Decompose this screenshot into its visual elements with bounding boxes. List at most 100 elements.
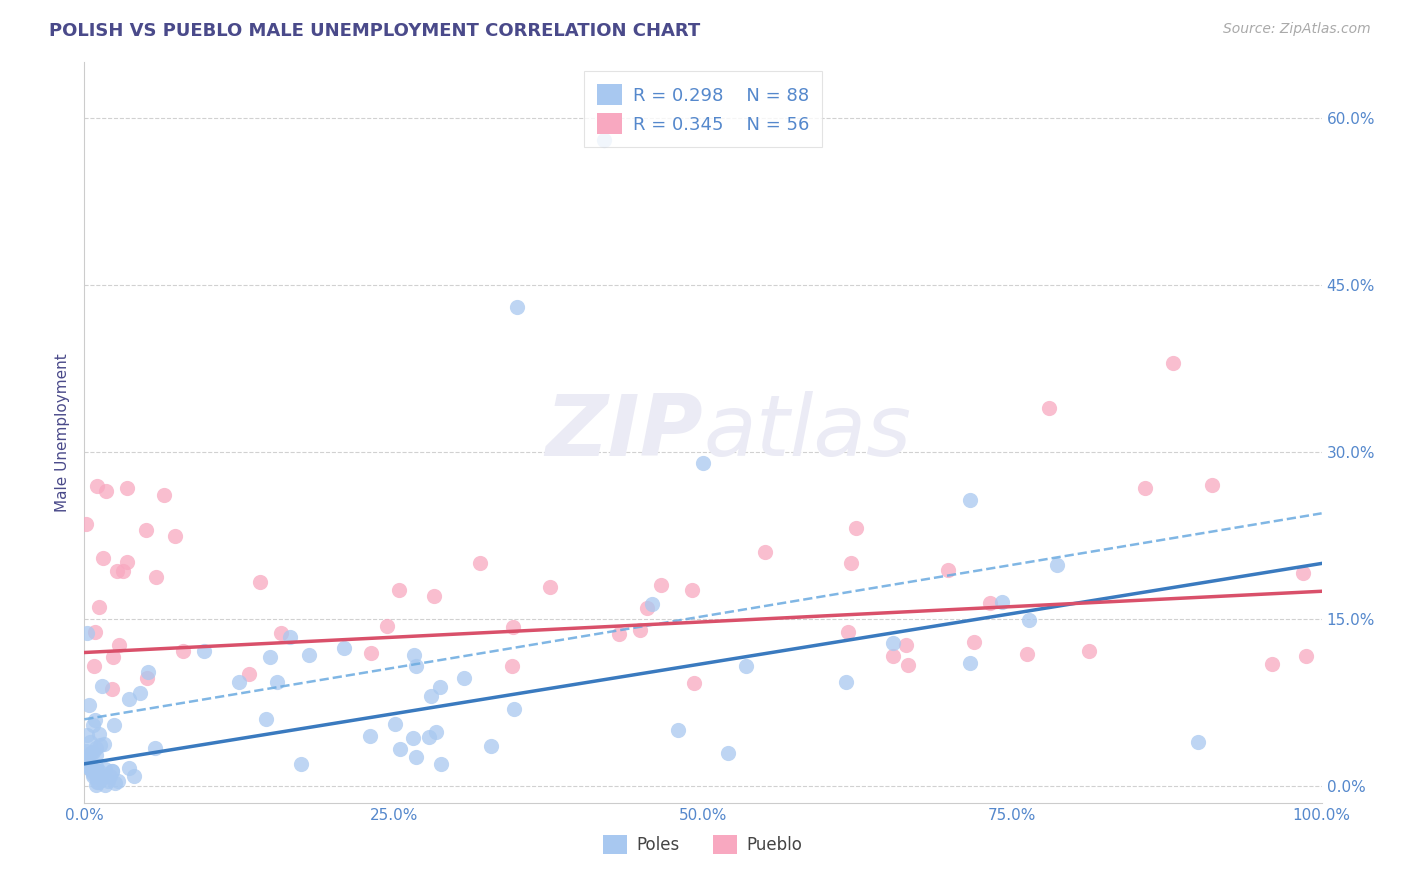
Point	[897, 658, 920, 673]
Point	[238, 667, 260, 681]
Point	[86, 768, 108, 782]
Point	[666, 723, 689, 738]
Point	[75, 758, 97, 772]
Point	[84, 747, 107, 762]
Point	[841, 557, 863, 571]
Point	[717, 746, 740, 760]
Point	[135, 523, 157, 537]
Point	[89, 738, 111, 752]
Point	[111, 564, 134, 578]
Point	[1161, 356, 1184, 370]
Point	[835, 675, 858, 690]
Point	[837, 624, 859, 639]
Point	[1261, 657, 1284, 672]
Point	[384, 717, 406, 731]
Point	[87, 726, 110, 740]
Point	[82, 745, 104, 759]
Point	[628, 623, 651, 637]
Point	[80, 763, 103, 777]
Point	[118, 761, 141, 775]
Point	[429, 681, 451, 695]
Point	[82, 762, 104, 776]
Point	[894, 638, 917, 652]
Point	[82, 767, 104, 781]
Point	[101, 681, 124, 696]
Point	[143, 741, 166, 756]
Point	[100, 764, 122, 779]
Point	[754, 545, 776, 559]
Point	[388, 583, 411, 598]
Point	[405, 659, 427, 673]
Point	[735, 658, 758, 673]
Point	[266, 675, 288, 690]
Point	[259, 649, 281, 664]
Point	[418, 730, 440, 744]
Point	[1201, 477, 1223, 491]
Point	[136, 665, 159, 679]
Point	[83, 624, 105, 639]
Point	[682, 676, 704, 690]
Point	[538, 580, 561, 594]
Point	[502, 701, 524, 715]
Text: atlas: atlas	[703, 391, 911, 475]
Point	[97, 773, 120, 788]
Point	[94, 778, 117, 792]
Y-axis label: Male Unemployment: Male Unemployment	[55, 353, 70, 512]
Point	[87, 775, 110, 789]
Point	[228, 675, 250, 690]
Point	[607, 627, 630, 641]
Point	[1018, 613, 1040, 627]
Point	[681, 582, 703, 597]
Point	[501, 658, 523, 673]
Legend: Poles, Pueblo: Poles, Pueblo	[596, 829, 810, 861]
Point	[75, 744, 97, 758]
Text: ZIP: ZIP	[546, 391, 703, 475]
Point	[360, 646, 382, 660]
Point	[86, 764, 108, 778]
Point	[83, 659, 105, 673]
Point	[298, 648, 321, 662]
Point	[1046, 558, 1069, 572]
Point	[468, 556, 491, 570]
Point	[1291, 566, 1313, 580]
Point	[991, 595, 1014, 609]
Point	[692, 456, 714, 470]
Point	[107, 774, 129, 789]
Point	[173, 643, 195, 657]
Point	[1295, 649, 1317, 664]
Point	[101, 650, 124, 665]
Point	[76, 626, 98, 640]
Point	[76, 728, 98, 742]
Point	[89, 600, 111, 615]
Point	[249, 574, 271, 589]
Point	[115, 555, 138, 569]
Point	[963, 635, 986, 649]
Point	[254, 712, 277, 726]
Point	[405, 750, 427, 764]
Point	[98, 769, 121, 783]
Point	[103, 776, 125, 790]
Point	[882, 636, 904, 650]
Point	[845, 521, 868, 535]
Text: POLISH VS PUEBLO MALE UNEMPLOYMENT CORRELATION CHART: POLISH VS PUEBLO MALE UNEMPLOYMENT CORRE…	[49, 22, 700, 40]
Point	[84, 741, 107, 756]
Point	[145, 570, 167, 584]
Point	[333, 640, 356, 655]
Point	[1017, 647, 1039, 661]
Point	[1135, 481, 1157, 495]
Point	[593, 133, 616, 147]
Point	[479, 739, 502, 753]
Point	[79, 758, 101, 772]
Point	[79, 746, 101, 760]
Point	[1187, 734, 1209, 748]
Point	[502, 620, 524, 634]
Point	[117, 481, 139, 495]
Point	[77, 747, 100, 761]
Point	[1038, 401, 1060, 415]
Point	[82, 769, 104, 783]
Point	[87, 764, 110, 778]
Point	[94, 484, 117, 499]
Point	[420, 689, 443, 703]
Point	[91, 551, 114, 566]
Point	[290, 756, 312, 771]
